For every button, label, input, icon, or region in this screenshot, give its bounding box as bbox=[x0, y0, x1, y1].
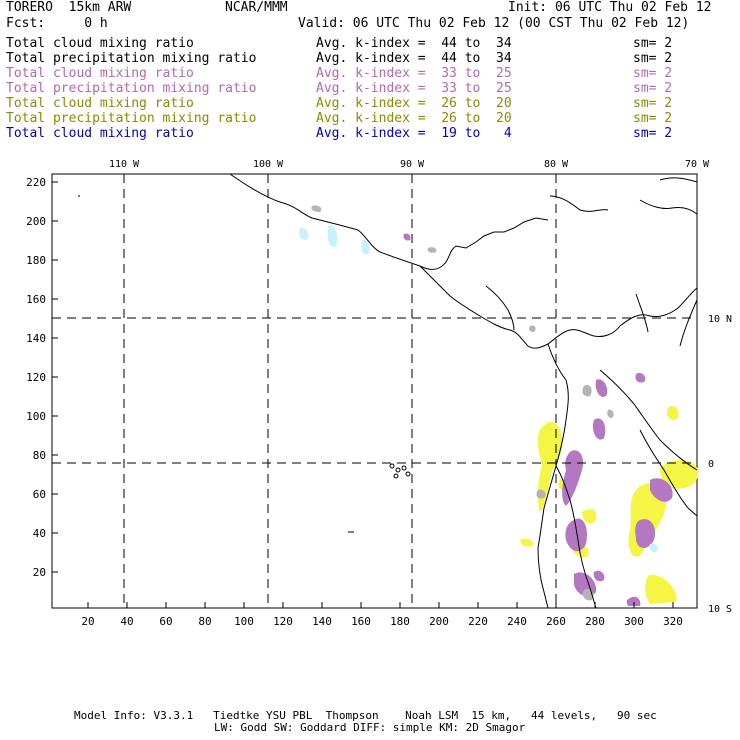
legend-field: Total cloud mixing ratio bbox=[6, 96, 194, 111]
legend-sm: sm= 2 bbox=[633, 126, 673, 141]
legend-sm: sm= 2 bbox=[633, 111, 673, 126]
valid-time: Valid: 06 UTC Thu 02 Feb 12 (00 CST Thu … bbox=[298, 16, 690, 31]
legend-sm: sm= 2 bbox=[633, 51, 673, 66]
y-tick-label: 120 bbox=[26, 371, 46, 384]
init-time: Init: 06 UTC Thu 02 Feb 12 bbox=[508, 0, 712, 15]
organization-label: NCAR/MMM bbox=[225, 0, 288, 15]
legend-sm: sm= 2 bbox=[633, 96, 673, 111]
legend-sm: sm= 2 bbox=[633, 81, 673, 96]
x-tick-label: 260 bbox=[546, 615, 566, 628]
lat-label: 10 N bbox=[708, 314, 732, 325]
legend-sm: sm= 2 bbox=[633, 66, 673, 81]
x-tick-label: 220 bbox=[468, 615, 488, 628]
legend-kindex: Avg. k-index = 26 to 20 bbox=[316, 111, 512, 126]
lat-label: 10 S bbox=[708, 604, 732, 615]
x-tick-label: 200 bbox=[429, 615, 449, 628]
legend-kindex: Avg. k-index = 26 to 20 bbox=[316, 96, 512, 111]
y-tick-label: 60 bbox=[33, 488, 46, 501]
y-tick-label: 140 bbox=[26, 332, 46, 345]
lon-label: 100 W bbox=[253, 159, 284, 170]
physics-info: LW: Godd SW: Goddard DIFF: simple KM: 2D… bbox=[214, 721, 526, 734]
axis-ticks: 220 200 180 160 140 120 100 80 60 40 20 20 40 60 80 100… bbox=[26, 176, 683, 628]
legend-sm: sm= 2 bbox=[633, 36, 673, 51]
x-tick-label: 180 bbox=[390, 615, 410, 628]
coastlines bbox=[78, 173, 698, 609]
legend-kindex: Avg. k-index = 33 to 25 bbox=[316, 66, 512, 81]
forecast-hour: Fcst: 0 h bbox=[6, 16, 108, 31]
legend-field: Total cloud mixing ratio bbox=[6, 36, 194, 51]
x-tick-label: 80 bbox=[198, 615, 211, 628]
x-tick-label: 100 bbox=[234, 615, 254, 628]
legend-field: Total cloud mixing ratio bbox=[6, 126, 194, 141]
model-info: Model Info: V3.3.1 Tiedtke YSU PBL Thomp… bbox=[74, 709, 657, 722]
cyan-fields bbox=[299, 225, 658, 552]
legend-kindex: Avg. k-index = 19 to 4 bbox=[316, 126, 512, 141]
y-tick-label: 220 bbox=[26, 176, 46, 189]
y-tick-label: 200 bbox=[26, 215, 46, 228]
x-tick-label: 160 bbox=[351, 615, 371, 628]
lon-label: 90 W bbox=[400, 159, 425, 170]
latlon-grid bbox=[52, 174, 697, 608]
lon-label: 70 W bbox=[685, 159, 710, 170]
legend-field: Total cloud mixing ratio bbox=[6, 66, 194, 81]
lat-labels: 10 N 0 10 S bbox=[708, 314, 732, 615]
legend-kindex: Avg. k-index = 44 to 34 bbox=[316, 51, 512, 66]
model-title: TORERO 15km ARW bbox=[6, 0, 132, 15]
x-tick-label: 320 bbox=[663, 615, 683, 628]
x-tick-label: 140 bbox=[312, 615, 332, 628]
x-tick-label: 300 bbox=[624, 615, 644, 628]
x-tick-label: 20 bbox=[81, 615, 94, 628]
lon-label: 110 W bbox=[109, 159, 140, 170]
x-tick-label: 60 bbox=[159, 615, 172, 628]
y-tick-label: 100 bbox=[26, 410, 46, 423]
y-tick-label: 180 bbox=[26, 254, 46, 267]
legend-field: Total precipitation mixing ratio bbox=[6, 51, 257, 66]
x-tick-label: 280 bbox=[585, 615, 605, 628]
y-tick-label: 80 bbox=[33, 449, 46, 462]
legend-kindex: Avg. k-index = 44 to 34 bbox=[316, 36, 512, 51]
lon-labels: 110 W 100 W 90 W 80 W 70 W bbox=[109, 159, 710, 170]
y-tick-label: 160 bbox=[26, 293, 46, 306]
legend-kindex: Avg. k-index = 33 to 25 bbox=[316, 81, 512, 96]
x-tick-label: 40 bbox=[120, 615, 133, 628]
lon-label: 80 W bbox=[544, 159, 569, 170]
y-tick-label: 40 bbox=[33, 527, 46, 540]
legend-field: Total precipitation mixing ratio bbox=[6, 81, 257, 96]
lat-label: 0 bbox=[708, 459, 714, 470]
y-tick-label: 20 bbox=[33, 566, 46, 579]
x-tick-label: 240 bbox=[507, 615, 527, 628]
x-tick-label: 120 bbox=[273, 615, 293, 628]
legend-field: Total precipitation mixing ratio bbox=[6, 111, 257, 126]
